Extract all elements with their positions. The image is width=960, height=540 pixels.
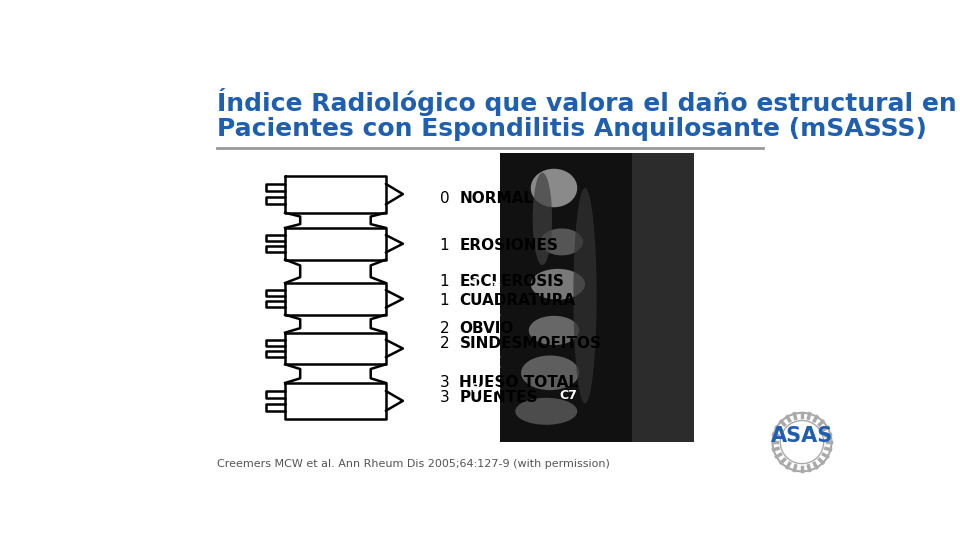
Text: 1: 1 <box>440 238 449 253</box>
Text: NORMAL: NORMAL <box>460 191 534 206</box>
Text: 3: 3 <box>440 390 449 405</box>
Text: HUESO TOTAL: HUESO TOTAL <box>460 375 579 390</box>
Text: PUENTES: PUENTES <box>460 390 538 405</box>
Ellipse shape <box>531 269 585 300</box>
Text: ESCLEROSIS: ESCLEROSIS <box>460 274 564 289</box>
Text: 1: 1 <box>440 274 449 289</box>
Text: ASAS: ASAS <box>771 426 833 446</box>
Text: 2: 2 <box>470 350 480 363</box>
Text: Índice Radiológico que valora el daño estructural en: Índice Radiológico que valora el daño es… <box>217 88 956 116</box>
Bar <box>632 153 693 442</box>
Ellipse shape <box>531 168 577 207</box>
Text: 3: 3 <box>440 375 449 390</box>
Ellipse shape <box>516 398 577 425</box>
Ellipse shape <box>529 316 579 345</box>
Text: 1: 1 <box>470 308 480 321</box>
Ellipse shape <box>573 188 596 403</box>
Text: CUADRATURA: CUADRATURA <box>460 293 576 308</box>
Text: Pacientes con Espondilitis Anquilosante (mSASSS): Pacientes con Espondilitis Anquilosante … <box>217 117 926 141</box>
Text: EROSIONES: EROSIONES <box>460 238 559 253</box>
Text: 2: 2 <box>470 361 480 374</box>
Text: 2: 2 <box>440 336 449 352</box>
Text: 0: 0 <box>440 191 449 206</box>
Ellipse shape <box>540 228 583 255</box>
Text: Creemers MCW et al. Ann Rheum Dis 2005;64:127-9 (with permission): Creemers MCW et al. Ann Rheum Dis 2005;6… <box>217 459 610 469</box>
Text: 1: 1 <box>470 278 480 291</box>
Text: 3: 3 <box>471 382 480 395</box>
Text: OBVIO: OBVIO <box>460 321 514 335</box>
Bar <box>500 153 693 442</box>
Text: 1: 1 <box>440 293 449 308</box>
Text: C7: C7 <box>559 389 577 402</box>
Text: 2: 2 <box>440 321 449 335</box>
Ellipse shape <box>533 173 552 265</box>
Text: SINDESMOFITOS: SINDESMOFITOS <box>460 336 602 352</box>
Ellipse shape <box>521 355 579 390</box>
